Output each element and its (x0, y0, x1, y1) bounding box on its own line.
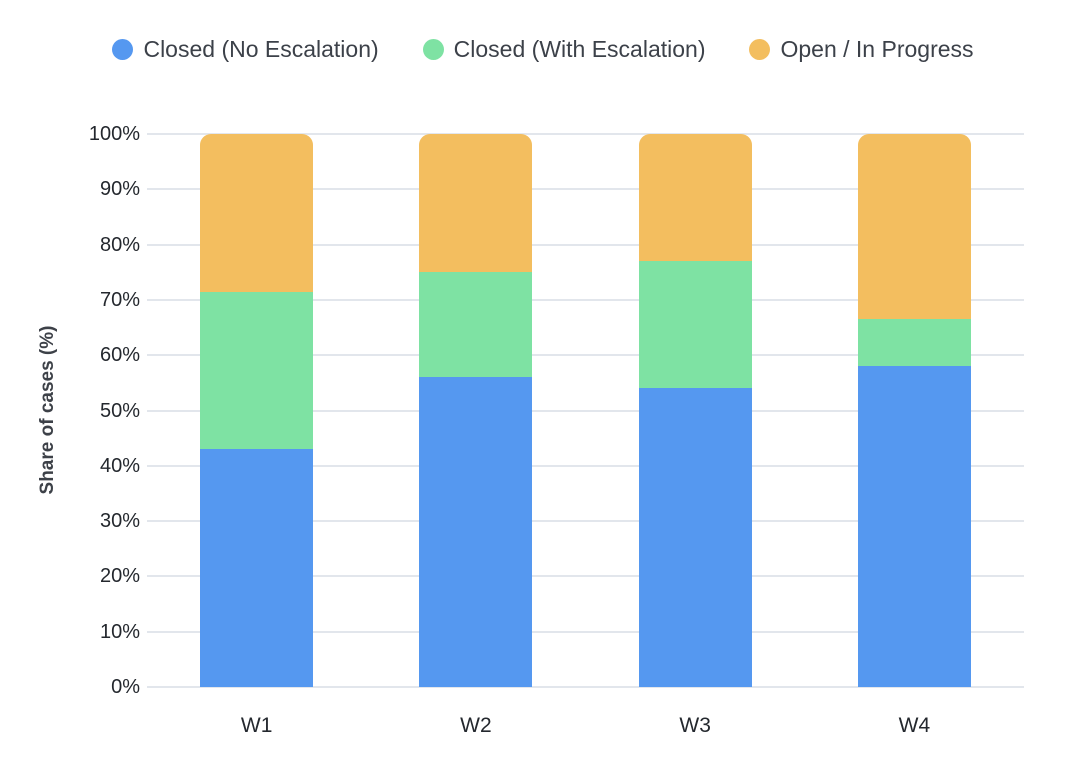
bar-segment-w3-series-1 (638, 261, 752, 389)
legend-dot-icon (749, 39, 771, 60)
legend-item-2[interactable]: Open / In Progress (749, 36, 974, 63)
y-tick-label: 0% (111, 676, 140, 698)
gridline (147, 188, 1024, 191)
y-tick-label: 60% (99, 344, 140, 367)
gridline (147, 464, 1024, 467)
legend-item-0[interactable]: Closed (No Escalation) (112, 36, 379, 63)
x-axis-label-w4: W4 (898, 714, 931, 737)
legend-item-1[interactable]: Closed (With Escalation) (422, 36, 706, 63)
legend-dot-icon (112, 39, 134, 60)
legend-label: Closed (With Escalation) (453, 36, 706, 62)
x-axis-labels: W1 W2 W3 W4 (147, 714, 1024, 744)
bar-segment-w1-series-0 (200, 449, 314, 687)
bar-segment-w2-series-1 (419, 272, 533, 378)
y-tick-label: 80% (99, 233, 140, 256)
legend-label: Open / In Progress (780, 36, 974, 62)
bar-segment-w1-series-1 (200, 291, 314, 450)
y-tick-label: 20% (99, 565, 140, 588)
x-axis-label-w1: W1 (240, 714, 273, 737)
gridline (147, 354, 1024, 357)
y-tick-label: 90% (99, 178, 140, 201)
gridline (147, 630, 1024, 633)
y-axis-tick-labels: 0% 10% 20% 30% 40% 50% 60% 70% 80% 90% 100% (0, 123, 140, 698)
bar-w1 (200, 134, 314, 687)
chart-legend: Closed (No Escalation) Closed (With Escal… (0, 36, 1086, 63)
y-tick-label: 30% (99, 510, 140, 533)
y-tick-label: 50% (99, 399, 140, 422)
legend-dot-icon (422, 39, 444, 60)
bar-w3 (638, 134, 752, 687)
y-tick-label: 70% (99, 288, 140, 311)
gridline (147, 243, 1024, 246)
gridline (147, 409, 1024, 412)
legend-label: Closed (No Escalation) (143, 36, 379, 62)
bar-segment-w1-series-2 (200, 134, 314, 292)
y-tick-label: 10% (99, 620, 140, 643)
y-tick-label: 100% (88, 123, 140, 145)
bar-segment-w2-series-2 (419, 134, 533, 273)
bar-segment-w4-series-2 (857, 134, 971, 320)
plot-area (147, 133, 1024, 688)
bar-segment-w3-series-0 (638, 388, 752, 687)
bar-w4 (857, 134, 971, 687)
gridline (147, 133, 1024, 135)
bar-segment-w4-series-1 (857, 319, 971, 367)
gridline (147, 686, 1024, 688)
bar-segment-w2-series-0 (419, 377, 533, 687)
x-axis-label-w3: W3 (679, 714, 711, 737)
bar-segment-w4-series-0 (857, 366, 971, 687)
gridline (147, 520, 1024, 523)
bar-segment-w3-series-2 (638, 134, 752, 262)
gridline (147, 575, 1024, 578)
x-axis-label-w2: W2 (460, 714, 492, 737)
y-tick-label: 40% (99, 454, 140, 477)
bar-w2 (419, 134, 533, 687)
gridline (147, 298, 1024, 301)
